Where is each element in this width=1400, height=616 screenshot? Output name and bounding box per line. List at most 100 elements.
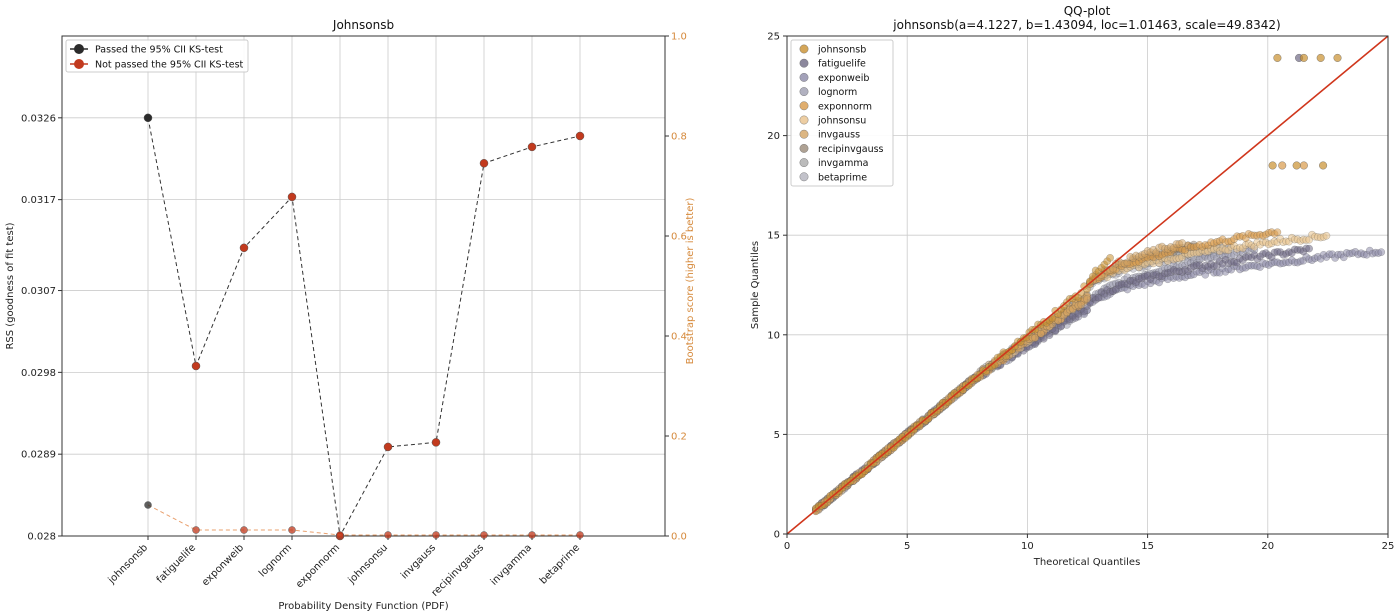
legend-label: johnsonsu (817, 116, 866, 127)
qq-point (1305, 244, 1313, 253)
qq-point (1178, 239, 1186, 247)
plot-frame (786, 35, 1389, 535)
data-point (384, 531, 392, 539)
qq-point (1045, 331, 1054, 339)
x-tick-label: 0 (784, 541, 790, 552)
plot-frame (61, 35, 666, 537)
data-point (192, 526, 200, 534)
legend-marker (799, 158, 809, 168)
y-tick-label: 15 (767, 231, 780, 242)
y2-tick-label: 0.0 (671, 532, 687, 543)
legend-marker (799, 129, 809, 139)
qq-point (1077, 301, 1086, 309)
data-point (336, 531, 344, 539)
x-axis-label: Probability Density Function (PDF) (278, 601, 448, 612)
scatter-points (812, 53, 1386, 516)
data-point (288, 526, 296, 534)
x-tick-label: 5 (904, 541, 910, 552)
data-point (480, 531, 488, 539)
legend-label: exponnorm (818, 101, 872, 112)
y-tick-label: 20 (767, 131, 780, 142)
data-point (239, 243, 249, 253)
data-point (191, 361, 201, 371)
qq-point (1322, 231, 1331, 240)
reference-line (786, 35, 1389, 535)
x-tick-label: recipinvgauss (430, 542, 487, 599)
data-point (528, 531, 536, 539)
legend-label: exponweib (818, 73, 869, 84)
y2-tick-label: 0.8 (671, 132, 687, 143)
x-tick-label: 25 (1382, 541, 1395, 552)
x-tick-label: invgamma (489, 542, 534, 587)
data-point (144, 501, 152, 509)
x-tick-label: johnsonsu (346, 542, 390, 586)
legend-marker (74, 59, 84, 69)
x-tick-label: 15 (1141, 541, 1154, 552)
legend-marker (799, 73, 809, 82)
x-tick-label: 10 (1021, 541, 1034, 552)
qq-point (1094, 294, 1103, 302)
y-tick-label: 0.0298 (21, 368, 56, 379)
y-tick-label: 5 (774, 430, 780, 441)
data-point (383, 442, 393, 452)
legend: johnsonsb fatiguelife exponweib lognorm expo… (790, 39, 894, 187)
x-tick-label: exponnorm (294, 542, 342, 590)
y-tick-label: 0.0307 (21, 286, 56, 297)
legend-box (65, 39, 249, 73)
qq-outlier-point (1278, 161, 1287, 170)
legend-marker (799, 87, 809, 97)
legend-label: Passed the 95% CII KS-test (95, 45, 223, 56)
qq-outlier-point (1299, 53, 1308, 62)
legend-marker (799, 115, 809, 125)
y-tick-label: 0.0317 (21, 195, 56, 206)
y-axis-label: RSS (goodness of fit test) (5, 222, 16, 349)
data-point (479, 159, 489, 168)
qq-outlier-point (1268, 161, 1277, 170)
qq-point (1031, 334, 1039, 342)
y-tick-label: 10 (767, 330, 780, 341)
chart-title: Johnsonsb (332, 18, 394, 32)
y-tick-label: 0.0289 (21, 450, 56, 461)
y2-axis-label: Bootstrap score (higher is better) (685, 198, 696, 365)
legend-box (790, 39, 894, 187)
x-tick-label: 20 (1261, 541, 1274, 552)
y2-tick-label: 0.4 (671, 332, 687, 343)
series-line (147, 117, 581, 538)
y2-tick-label: 0.6 (671, 232, 687, 243)
legend-label: recipinvgauss (818, 144, 884, 155)
chart-title: QQ-plot (1064, 4, 1111, 18)
legend-label: invgauss (818, 130, 860, 141)
y-tick-label: 0.028 (27, 532, 56, 543)
data-point (576, 531, 584, 539)
qq-point (1273, 228, 1282, 236)
data-point (431, 438, 441, 447)
y-tick-label: 0.0326 (21, 113, 56, 124)
y-tick-label: 0 (774, 530, 780, 541)
legend-marker (799, 58, 809, 68)
qq-outlier-point (1292, 161, 1301, 170)
qq-chart: 0 5 10 15 20 25 0 5 10 15 20 25 QQ-plotjohnsonsb(a=4… (750, 4, 1394, 568)
qq-point (1037, 329, 1045, 338)
legend-marker (799, 101, 809, 111)
data-point (575, 131, 585, 141)
legend-label: Not passed the 95% CII KS-test (95, 60, 244, 71)
x-tick-label: lognorm (257, 542, 294, 579)
x-tick-label: exponweib (200, 542, 246, 588)
x-tick-label: fatiguelife (155, 542, 198, 585)
qq-outlier-point (1273, 53, 1282, 62)
chart-subtitle: johnsonsb(a=4.1227, b=1.43094, loc=1.014… (892, 18, 1280, 32)
qq-outlier-point (1299, 161, 1308, 170)
qq-point (1377, 248, 1386, 256)
qq-outlier-point (1316, 53, 1325, 62)
data-point (527, 142, 537, 152)
qq-point (1106, 254, 1114, 262)
x-tick-label: betaprime (538, 542, 582, 586)
legend-label: fatiguelife (818, 59, 866, 70)
data-point (287, 192, 297, 202)
rss-chart: 0.028 0.0289 0.0298 0.0307 0.0317 0.0326 0.0 0.… (5, 18, 696, 612)
x-axis-label: Theoretical Quantiles (1033, 557, 1141, 568)
x-tick-label: invgauss (399, 542, 438, 581)
legend-label: betaprime (818, 172, 867, 183)
